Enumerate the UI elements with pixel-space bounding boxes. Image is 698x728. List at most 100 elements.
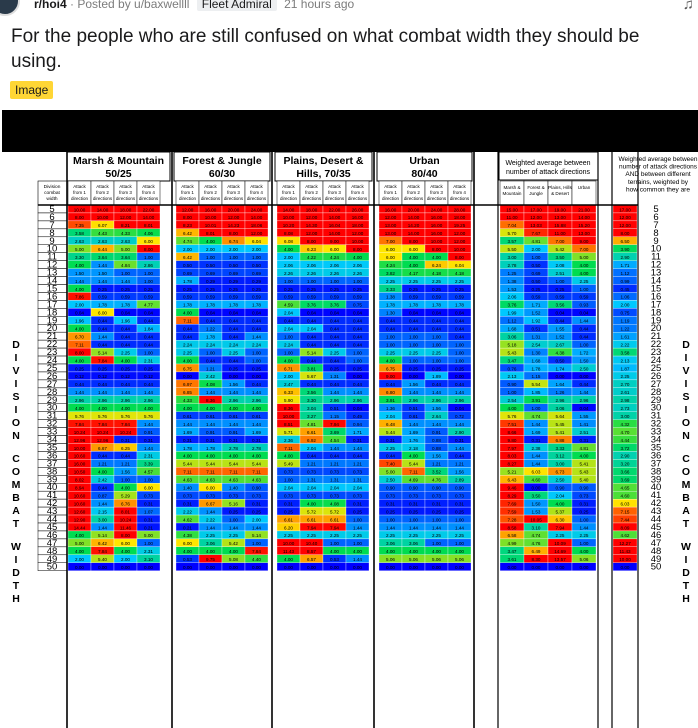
heat-cell-value: 17.00	[530, 207, 542, 212]
side-axis-letter: N	[12, 430, 20, 442]
subreddit-icon[interactable]	[0, 0, 20, 16]
heat-cell-value: 0.31	[580, 501, 589, 506]
heat-cell-value: 0.04	[206, 311, 215, 316]
heat-cell-value: 10.00	[352, 239, 364, 244]
heat-cell-value: 8.00	[183, 215, 192, 220]
heat-cell-value: 6.57	[307, 557, 316, 562]
heat-cell-value: 0.44	[353, 334, 362, 339]
heat-cell-value: 6.04	[455, 263, 464, 268]
heat-cell-value: 2.13	[508, 374, 517, 379]
heat-cell-value: 4.33	[183, 398, 192, 403]
heat-cell-value: 12.00	[120, 215, 132, 220]
width-label: 43	[47, 506, 58, 517]
heat-cell-value: 1.44	[229, 525, 238, 530]
heat-cell-value: 0.25	[121, 366, 130, 371]
subcolumn-header-label: Attack from 3 directions	[224, 184, 244, 201]
heat-cell-value: 6.70	[75, 334, 84, 339]
heat-cell-value: 4.40	[252, 557, 261, 562]
heat-cell-value: 1.44	[144, 422, 153, 427]
heat-cell-value: 4.00	[121, 486, 130, 491]
heat-cell-value: 0.25	[386, 509, 395, 514]
heat-cell-value: 1.44	[206, 390, 215, 395]
width-label: 35	[47, 442, 58, 453]
heat-cell-value: 1.00	[455, 517, 464, 522]
group-header-subtitle: 50/25	[105, 168, 131, 180]
heat-cell-value: 0.04	[455, 406, 464, 411]
heat-cell-value: 4.06	[144, 231, 153, 236]
heat-cell-value: 1.44	[252, 525, 261, 530]
heat-cell-value: 1.44	[206, 422, 215, 427]
side-axis-letter: V	[682, 365, 689, 377]
heat-cell-value: 4.60	[621, 493, 630, 498]
side-axis-letter: C	[682, 453, 690, 465]
width-label-right: 21	[651, 331, 662, 342]
heat-cell-value: 0.44	[284, 319, 293, 324]
heat-cell-value: 1.44	[432, 390, 441, 395]
subreddit-link[interactable]: r/hoi4	[34, 0, 67, 11]
side-axis-letter: T	[683, 518, 690, 530]
heat-cell-value: 6.61	[284, 517, 293, 522]
heat-cell-value: 6.61	[330, 517, 339, 522]
heat-cell-value: 4.57	[144, 470, 153, 475]
heat-cell-value: 1.52	[556, 334, 565, 339]
heat-cell-value: 0.44	[121, 327, 130, 332]
heat-cell-value: 12.60	[74, 509, 86, 514]
heat-cell-value: 6.48	[386, 422, 395, 427]
heat-cell-value: 0.53	[183, 557, 192, 562]
heat-cell-value: 0.44	[307, 342, 316, 347]
heat-cell-value: 8.00	[353, 247, 362, 252]
width-label-right: 19	[651, 315, 662, 326]
heat-cell-value: 2.90	[455, 430, 464, 435]
heat-cell-value: 14.00	[578, 215, 590, 220]
heat-cell-value: 1.85	[532, 390, 541, 395]
heat-cell-value: 1.44	[409, 422, 418, 427]
heat-cell-value: 3.57	[508, 239, 517, 244]
width-label-right: 46	[651, 530, 662, 541]
heat-cell-value: 0.25	[183, 287, 192, 292]
heat-cell-value: 1.36	[386, 406, 395, 411]
width-label-right: 44	[651, 514, 662, 525]
heat-cell-value: 6.04	[252, 239, 261, 244]
heat-cell-value: 1.68	[508, 327, 517, 332]
heat-cell-value: 6.00	[183, 541, 192, 546]
heat-cell-value: 0.25	[330, 287, 339, 292]
heat-cell-value: 4.44	[621, 438, 630, 443]
heat-cell-value: 2.24	[229, 342, 238, 347]
heat-cell-value: 6.33	[284, 390, 293, 395]
heat-cell-value: 7.94	[556, 525, 565, 530]
heat-cell-value: 4.00	[556, 501, 565, 506]
heat-cell-value: 4.00	[252, 454, 261, 459]
heat-cell-value: 0.73	[580, 493, 589, 498]
heat-cell-value: 0.69	[206, 271, 215, 276]
width-label: 7	[49, 220, 54, 231]
heat-cell-value: 0.49	[353, 414, 362, 419]
heat-cell-value: 2.26	[353, 271, 362, 276]
heat-cell-value: 0.50	[252, 263, 261, 268]
heat-cell-value: 0.50	[532, 263, 541, 268]
heat-cell-value: 8.00	[75, 350, 84, 355]
heat-cell-value: 4.77	[144, 303, 153, 308]
heat-cell-value: 14.00	[408, 215, 420, 220]
heat-cell-value: 0.00	[580, 565, 589, 570]
heat-cell-value: 1.00	[532, 406, 541, 411]
heat-cell	[136, 562, 161, 571]
heat-cell-value: 2.04	[284, 486, 293, 491]
posted-by[interactable]: · Posted by u/baxwellll	[70, 0, 190, 11]
post-image[interactable]: Marsh & Mountain 50/25 Forest & Jungle 60/3…	[0, 152, 698, 728]
heat-cell-value: 5.00	[144, 533, 153, 538]
side-axis-letter: N	[682, 430, 690, 442]
heat-cell-value: 1.44	[121, 390, 130, 395]
heat-cell-value: 2.00	[206, 247, 215, 252]
notification-bell-icon[interactable]: ♫	[682, 0, 694, 13]
heat-cell-value: 0.44	[580, 382, 589, 387]
heat-cell-value: 1.00	[284, 279, 293, 284]
post-title[interactable]: For the people who are still confused on…	[11, 26, 640, 72]
heat-cell-value: 2.00	[252, 247, 261, 252]
heat-cell-value: 0.00	[508, 565, 517, 570]
width-label-right: 29	[651, 395, 662, 406]
heat-cell-value: 1.72	[580, 350, 589, 355]
heat-cell-value: 8.00	[432, 247, 441, 252]
heat-cell-value: 10.00	[74, 207, 86, 212]
heat-cell-value: 1.00	[455, 350, 464, 355]
heat-cell-value: 0.25	[252, 287, 261, 292]
